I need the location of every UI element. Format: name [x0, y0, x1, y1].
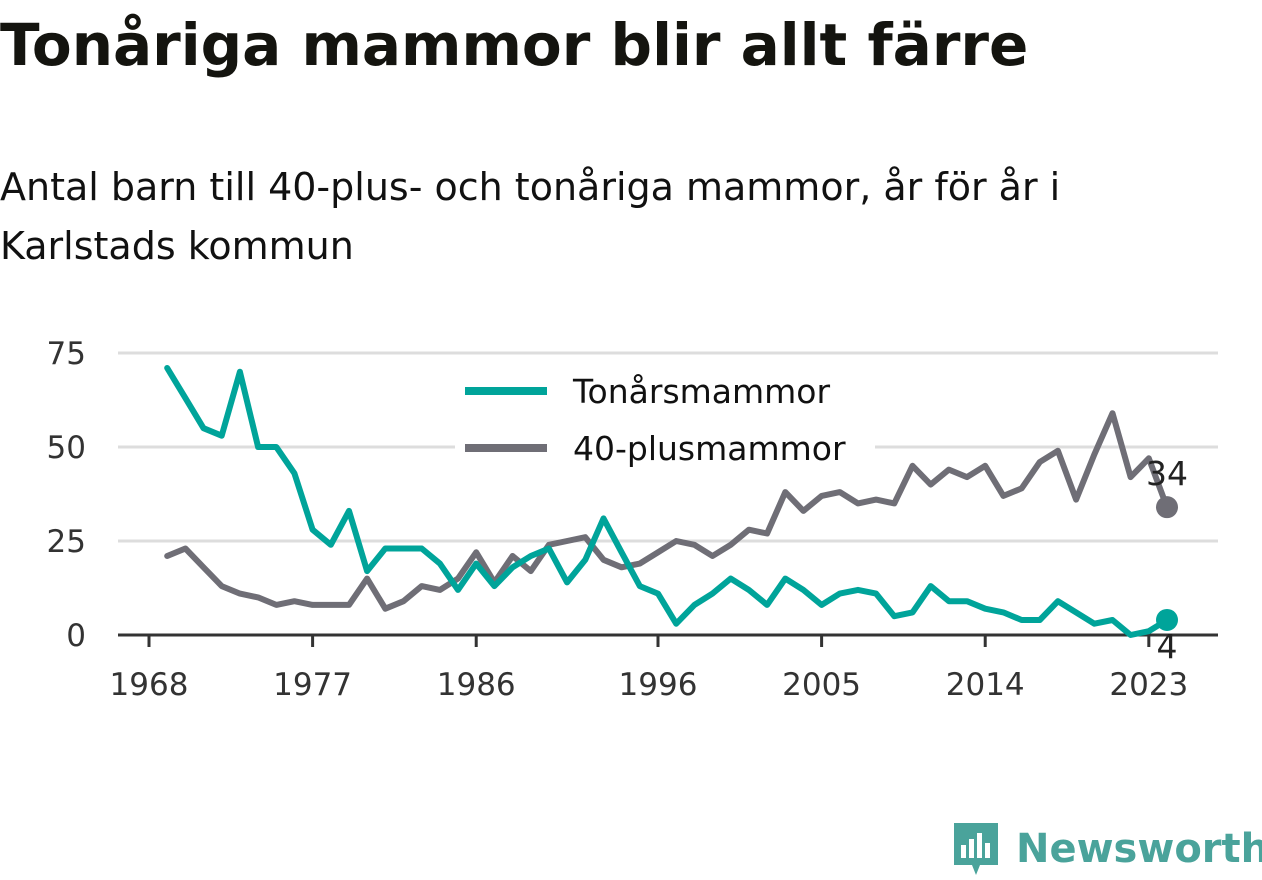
x-tick-label-1996: 1996: [619, 667, 698, 703]
x-tick-label-1986: 1986: [437, 667, 516, 703]
series-line-1: [164, 410, 1170, 612]
end-points: 4 34: [1146, 454, 1188, 666]
x-tick-label-2014: 2014: [946, 667, 1025, 703]
x-tick-label-1977: 1977: [273, 667, 352, 703]
x-axis: 1968 1977 1986 1996 2005 2014 2023: [110, 633, 1218, 703]
newsworthy-logo-icon: [954, 823, 998, 875]
x-tick-label-2023: 2023: [1109, 667, 1188, 703]
y-tick-label-75: 75: [47, 336, 86, 372]
y-tick-label-25: 25: [47, 524, 86, 560]
chart-title: Tonåriga mammor blir allt färre: [0, 11, 1029, 79]
chart-subtitle: Antal barn till 40-plus- och tonåriga ma…: [0, 165, 1061, 268]
legend-label-0: Tonårsmammor: [572, 372, 830, 411]
x-tick-label-1968: 1968: [110, 667, 189, 703]
end-point-0: [1156, 608, 1178, 631]
end-point-1: [1156, 496, 1178, 519]
x-tick-label-2005: 2005: [782, 667, 861, 703]
brand-name: Newsworthy: [1016, 826, 1262, 872]
end-label-0: 4: [1157, 627, 1178, 666]
y-axis-ticks: 0 25 50 75: [47, 336, 86, 654]
end-label-1: 34: [1146, 454, 1188, 493]
y-tick-label-50: 50: [47, 430, 86, 466]
brand-logo: Newsworthy: [950, 818, 1262, 880]
legend: Tonårsmammor 40-plusmammor: [455, 367, 875, 472]
line-chart: 0 25 50 75 1968 1977 1986 1996 2005 2014 2023 Ton…: [47, 336, 1218, 703]
series-lines: [164, 365, 1170, 638]
series-line-0: [164, 365, 1170, 638]
y-tick-label-0: 0: [66, 618, 86, 654]
legend-label-1: 40-plusmammor: [573, 429, 846, 468]
